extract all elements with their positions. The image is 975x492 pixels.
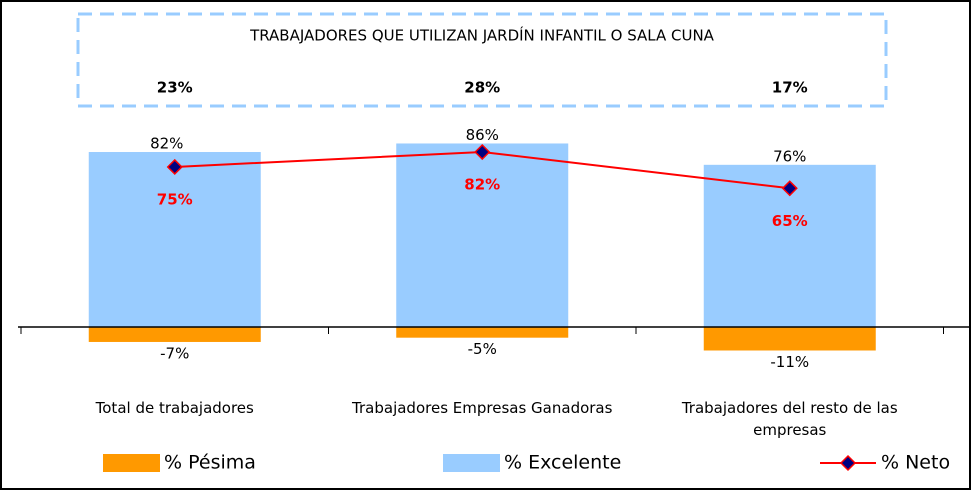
data-label: -7% bbox=[160, 344, 189, 362]
annotation-title: TRABAJADORES QUE UTILIZAN JARDÍN INFANTI… bbox=[249, 26, 715, 45]
legend-marker bbox=[839, 454, 857, 472]
legend-label: % Pésima bbox=[164, 452, 256, 474]
bar bbox=[88, 152, 261, 328]
line-data-label: 82% bbox=[464, 176, 500, 194]
data-label: 76% bbox=[773, 147, 806, 165]
annotation-label: 23% bbox=[157, 79, 193, 97]
bar bbox=[396, 327, 569, 338]
x-tick-label: Trabajadores Empresas Ganadoras bbox=[352, 399, 613, 417]
legend-swatch bbox=[103, 454, 160, 472]
bar bbox=[396, 143, 569, 328]
legend-label: % Excelente bbox=[504, 452, 621, 474]
line-data-label: 65% bbox=[772, 212, 808, 230]
x-tick-label: Trabajadores del resto de las empresas bbox=[681, 399, 898, 439]
annotation-label: 17% bbox=[772, 79, 808, 97]
line-marker bbox=[781, 180, 798, 197]
line-data-label: 75% bbox=[157, 190, 193, 208]
line-marker bbox=[474, 143, 491, 161]
annotation-label: 28% bbox=[464, 79, 500, 97]
legend-swatch bbox=[443, 454, 500, 472]
data-label: -5% bbox=[468, 340, 497, 358]
data-label: -11% bbox=[770, 353, 809, 371]
bar bbox=[88, 327, 261, 342]
data-label: 86% bbox=[466, 126, 499, 144]
line-marker bbox=[166, 158, 183, 176]
x-tick-label: Total de trabajadores bbox=[95, 399, 254, 417]
data-label: 82% bbox=[150, 135, 183, 153]
annotation-box bbox=[76, 12, 888, 108]
bar bbox=[703, 327, 876, 351]
legend-label: % Neto bbox=[881, 452, 950, 474]
